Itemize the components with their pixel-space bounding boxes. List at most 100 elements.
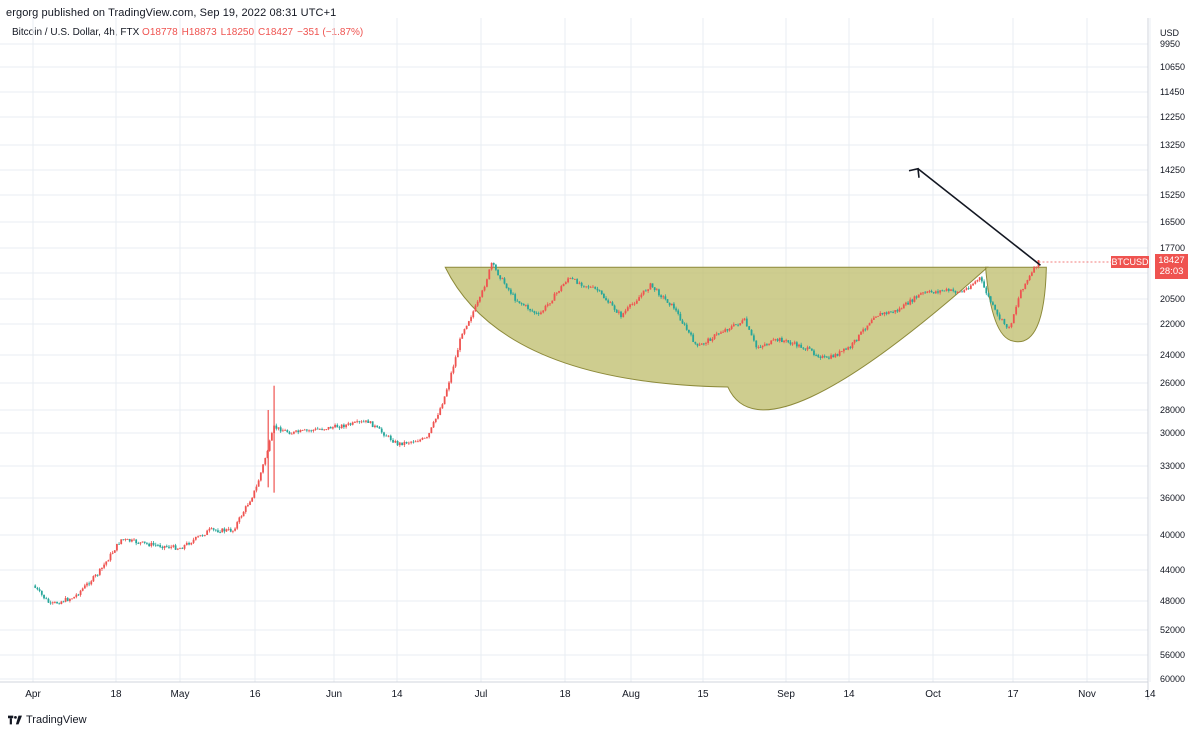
header-bar: ergorg published on TradingView.com, Sep… [0,0,1200,24]
candle-body [124,539,127,540]
candle-body [410,441,413,443]
candle-body [170,546,173,548]
y-tick-label: 60000 [1160,674,1185,684]
candle-body [268,440,271,451]
candle-body [172,545,175,547]
candle-body [600,290,603,295]
candle-body [334,424,336,428]
candle-body [1001,318,1003,320]
candle-body [919,293,922,295]
candle-body [941,290,944,292]
candle-body [318,429,321,430]
candle-body [834,354,837,358]
candle-body [655,289,658,291]
candle-body [624,310,627,314]
candle-body [62,601,65,603]
candle-body [862,329,865,332]
candle-body [546,304,549,306]
candle-body [103,564,105,568]
candle-body [146,542,148,544]
candle-body [73,596,76,599]
candle-body [768,344,770,345]
candle-body [507,288,510,290]
y-tick-label: 22000 [1160,319,1185,329]
candle-body [376,425,379,428]
candle-body [90,581,93,585]
candle-body [870,319,873,324]
candle-body [148,543,151,547]
candle-body [709,338,712,341]
candle-body [605,298,607,301]
candle-body [823,355,826,357]
symbol-legend[interactable]: Bitcoin / U.S. Dollar, 4h, FTX O18778 H18… [12,27,363,38]
candle-body [937,291,939,293]
y-tick-label: 28000 [1160,405,1185,415]
change-value: −351 (−1.87%) [297,27,364,38]
candle-body [815,355,818,356]
x-tick-label: Aug [622,689,640,700]
candle-body [58,603,61,605]
candle-body [163,545,166,549]
tradingview-brand[interactable]: TradingView [8,714,87,726]
y-tick-label: 24000 [1160,350,1185,360]
candle-body [828,357,830,359]
candle-body [791,343,794,345]
candle-body [976,280,979,282]
candle-body [571,278,574,280]
candle-body [533,311,536,313]
candle-body [141,541,144,543]
candle-body [68,598,71,601]
candle-body [105,561,108,565]
candle-body [234,528,236,531]
candle-body [580,282,583,286]
candle-body [159,545,162,547]
candle-body [978,277,981,281]
candle-body [325,429,328,431]
candle-body [365,420,367,422]
candle-body [741,320,744,324]
candle-body [456,350,459,358]
candle-body [598,290,601,292]
candle-body [845,348,847,350]
y-tick-label: 16500 [1160,217,1185,227]
candle-body [290,433,293,435]
y-tick-label: 26000 [1160,378,1185,388]
candle-body [483,286,486,291]
candle-body [360,421,363,423]
candle-body [452,366,455,373]
candle-body [683,323,686,325]
candle-body [257,480,260,487]
candle-body [1005,324,1008,328]
candle-body [750,329,753,336]
candle-body [378,427,381,429]
candle-body [810,348,813,351]
candle-body [950,289,952,291]
candle-body [277,427,280,429]
candle-body [800,344,803,348]
x-tick-label: 18 [559,689,571,700]
candle-body [116,543,118,551]
candle-body [943,290,946,292]
candle-body [660,295,662,298]
candle-body [766,344,768,346]
candle-body [343,424,345,428]
candle-body [461,333,464,339]
brand-name: TradingView [26,714,87,726]
candle-body [323,429,326,431]
candle-body [963,289,966,293]
candle-body [246,504,249,507]
candle-body [445,389,448,397]
candle-body [321,429,323,430]
candle-body [732,324,735,327]
candle-body [157,544,159,546]
candle-body [653,287,656,291]
candle-body [961,291,963,293]
candle-body [527,305,529,309]
candle-body [958,291,961,293]
candle-body [385,435,388,437]
candle-body [529,308,532,311]
candle-body [111,552,114,554]
candle-body [713,334,716,339]
tradingview-logo-icon [8,715,22,725]
